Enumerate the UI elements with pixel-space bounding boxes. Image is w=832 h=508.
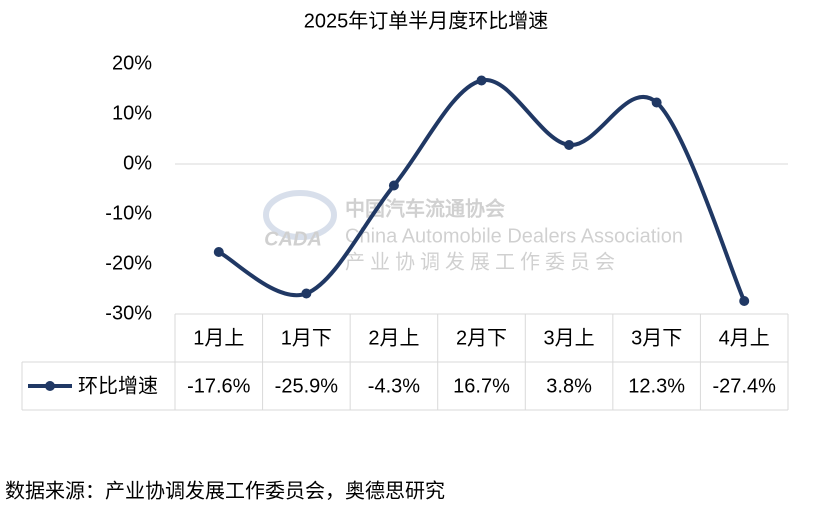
- y-tick-label: 10%: [112, 102, 152, 124]
- x-tick-label: 3月上: [544, 326, 595, 349]
- data-label: 12.3%: [628, 375, 685, 397]
- data-label: 16.7%: [453, 375, 510, 397]
- x-tick-label: 4月上: [719, 326, 770, 349]
- legend-marker: [45, 381, 55, 391]
- y-tick-label: -20%: [105, 252, 152, 274]
- watermark: CADA 中国汽车流通协会 China Automobile Dealers A…: [263, 190, 683, 273]
- y-tick-label: -10%: [105, 202, 152, 224]
- x-tick-label: 2月下: [456, 327, 507, 349]
- watermark-logo-text: CADA: [264, 228, 322, 250]
- point: [564, 140, 575, 150]
- data-label: -4.3%: [368, 375, 420, 397]
- legend-label: 环比增速: [78, 374, 158, 397]
- point: [213, 247, 224, 257]
- data-label: 3.8%: [546, 375, 592, 397]
- x-tick-label: 1月下: [281, 327, 332, 349]
- y-tick-label: 20%: [112, 52, 152, 74]
- watermark-english: China Automobile Dealers Association: [345, 225, 683, 247]
- data-label: -27.4%: [713, 375, 777, 397]
- watermark-sub: 产业协调发展工作委员会: [345, 250, 620, 273]
- data-label: -25.9%: [275, 375, 339, 397]
- y-tick-label: -30%: [105, 302, 152, 324]
- point: [651, 97, 662, 108]
- x-tick-label: 1月上: [193, 326, 244, 349]
- watermark-name: 中国汽车流通协会: [345, 196, 505, 220]
- point: [301, 288, 312, 299]
- source-note: 数据来源：产业协调发展工作委员会，奥德思研究: [5, 479, 445, 502]
- x-tick-label: 3月下: [631, 327, 682, 349]
- point: [739, 296, 750, 306]
- point: [388, 180, 399, 191]
- point: [476, 75, 487, 86]
- watermark-logo: [263, 190, 337, 240]
- y-tick-label: 0%: [123, 152, 152, 174]
- chart-title: 2025年订单半月度环比增速: [304, 9, 549, 32]
- data-label: -17.6%: [187, 375, 251, 397]
- x-tick-label: 2月上: [368, 326, 419, 349]
